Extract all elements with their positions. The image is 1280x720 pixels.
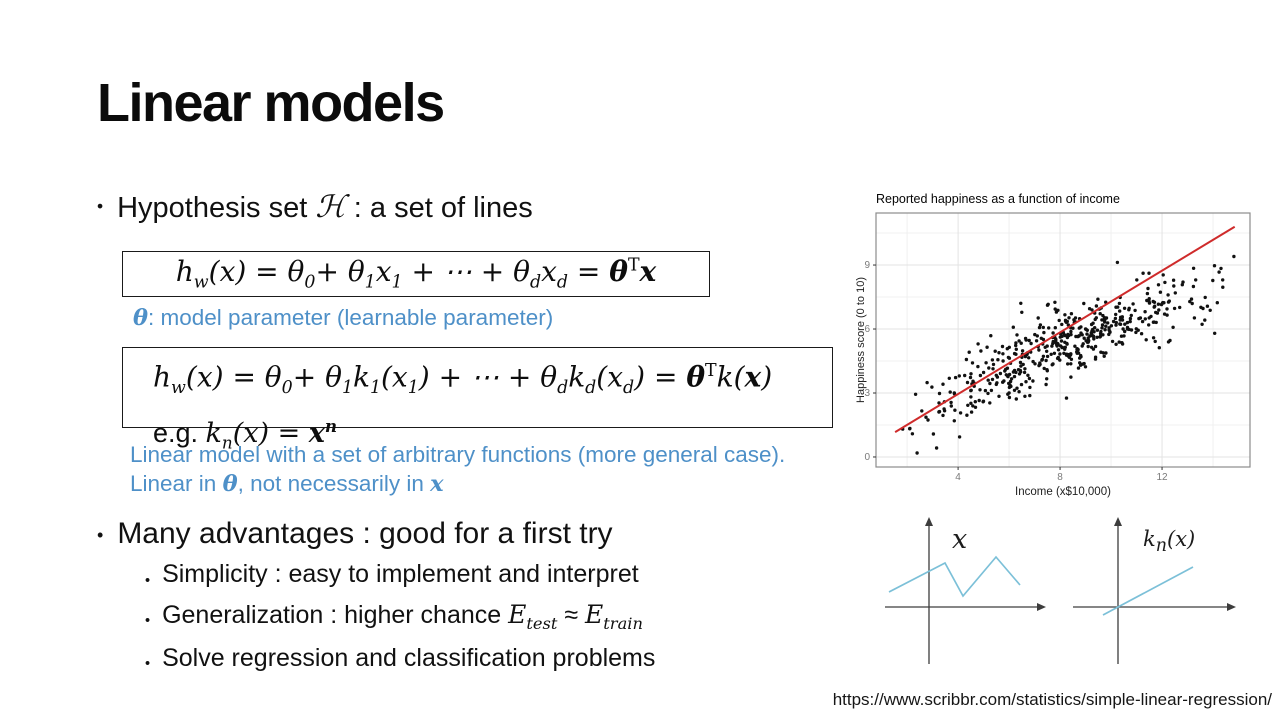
- source-url[interactable]: https://www.scribbr.com/statistics/simpl…: [832, 690, 1272, 709]
- sketch-raw-x-axes: [885, 517, 1046, 664]
- chart-title: Reported happiness as a function of inco…: [876, 192, 1120, 206]
- bullet-icon: •: [145, 613, 151, 630]
- advantages-bullet-text: Many advantages : good for a first try: [117, 517, 613, 550]
- equation-box-general: hw(x) = θ0+ θ1k1(x1) + ⋯ + θdkd(xd) = θT…: [122, 347, 833, 452]
- bullet-icon: •: [145, 656, 151, 673]
- arrow-up-icon: [1114, 517, 1122, 526]
- x-axis-label: Income (x$10,000): [1015, 486, 1111, 498]
- note-general-case: Linear model with a set of arbitrary fun…: [130, 441, 785, 498]
- regression-line: [894, 225, 1236, 433]
- advantage-regression: Solve regression and classification prob…: [162, 643, 656, 672]
- equation-linear: hw(x) = θ0+ θ1x1 + ⋯ + θdxd = θTx: [175, 255, 657, 293]
- bullet-icon: •: [97, 524, 104, 545]
- sketch-kernel-axes: [1073, 517, 1236, 664]
- sketch-kn-label: kn(x): [1143, 527, 1196, 557]
- function-curve: [888, 555, 1021, 598]
- grid-major: [876, 213, 1250, 467]
- bullet-icon: •: [145, 572, 151, 589]
- note-general-line2: Linear in θ, not necessarily in x: [130, 470, 444, 497]
- function-curve: [1102, 566, 1194, 616]
- arrow-up-icon: [925, 517, 933, 526]
- sketch-x-label: x: [952, 524, 968, 555]
- svg-text:8: 8: [1057, 472, 1063, 483]
- equation-example: e.g. kn(x) = xn: [153, 415, 338, 453]
- list-item: • Simplicity : easy to implement and int…: [145, 557, 655, 598]
- advantage-generalization: Generalization : higher chance Etest ≈ E…: [162, 599, 643, 633]
- hypothesis-bullet-text: Hypothesis set ℋ : a set of lines: [117, 189, 533, 225]
- advantages-list: • Simplicity : easy to implement and int…: [145, 557, 655, 681]
- svg-text:9: 9: [864, 260, 870, 271]
- arrow-right-icon: [1037, 603, 1046, 611]
- svg-text:0: 0: [864, 452, 870, 463]
- bullet-icon: •: [97, 196, 104, 217]
- svg-text:6: 6: [864, 324, 870, 335]
- tick-labels: 4 8 12 0 3 6 9: [864, 260, 1168, 483]
- hypothesis-bullet: • Hypothesis set ℋ : a set of lines: [97, 189, 533, 225]
- svg-text:4: 4: [955, 472, 961, 483]
- svg-text:12: 12: [1156, 472, 1168, 483]
- tick-marks: [873, 264, 1163, 470]
- note-model-parameter: θ: model parameter (learnable parameter): [133, 305, 554, 331]
- happiness-chart: Reported happiness as a function of inco…: [855, 190, 1270, 502]
- svg-text:3: 3: [864, 388, 870, 399]
- list-item: • Solve regression and classification pr…: [145, 641, 655, 682]
- arrow-right-icon: [1227, 603, 1236, 611]
- note-general-line1: Linear model with a set of arbitrary fun…: [130, 442, 786, 467]
- equation-box-linear: hw(x) = θ0+ θ1x1 + ⋯ + θdxd = θTx: [122, 251, 710, 297]
- grid-minor: [876, 213, 1250, 467]
- slide-title: Linear models: [97, 73, 445, 133]
- list-item: • Generalization : higher chance Etest ≈…: [145, 598, 655, 641]
- y-axis-label: Happiness score (0 to 10): [855, 277, 867, 403]
- equation-general: hw(x) = θ0+ θ1k1(x1) + ⋯ + θdkd(xd) = θT…: [153, 360, 773, 398]
- advantages-bullet: • Many advantages : good for a first try: [97, 517, 613, 551]
- scatter-plot: 4 8 12 0 3 6 9 Income (x$10,000) Happiness score…: [855, 212, 1251, 498]
- advantage-simplicity: Simplicity : easy to implement and inter…: [162, 560, 639, 588]
